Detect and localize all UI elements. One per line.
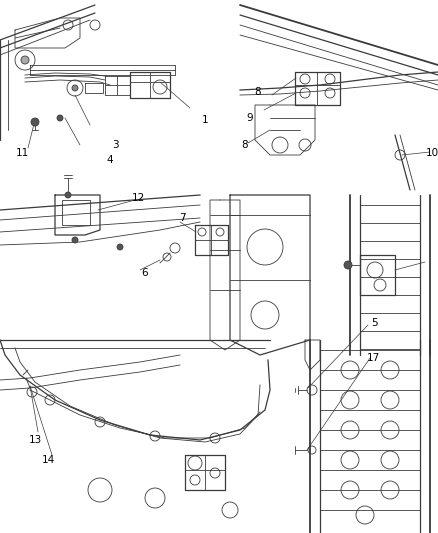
Text: 6: 6 bbox=[141, 268, 148, 278]
Text: 5: 5 bbox=[372, 318, 378, 328]
Circle shape bbox=[21, 56, 29, 64]
Circle shape bbox=[65, 192, 71, 198]
Text: 11: 11 bbox=[15, 148, 28, 158]
Text: 1: 1 bbox=[201, 115, 208, 125]
Text: 3: 3 bbox=[112, 140, 118, 150]
Text: 14: 14 bbox=[41, 455, 55, 465]
Circle shape bbox=[72, 85, 78, 91]
Text: 7: 7 bbox=[179, 213, 185, 223]
Bar bbox=[62, 200, 90, 225]
Text: 12: 12 bbox=[131, 193, 145, 203]
Text: 8: 8 bbox=[242, 140, 248, 150]
Circle shape bbox=[72, 237, 78, 243]
Text: 4: 4 bbox=[107, 155, 113, 165]
Circle shape bbox=[57, 115, 63, 121]
Circle shape bbox=[344, 261, 352, 269]
Circle shape bbox=[31, 118, 39, 126]
Text: 10: 10 bbox=[425, 148, 438, 158]
Text: 9: 9 bbox=[247, 113, 253, 123]
Text: 8: 8 bbox=[254, 87, 261, 97]
Circle shape bbox=[117, 244, 123, 250]
Text: 17: 17 bbox=[366, 353, 380, 363]
Text: 13: 13 bbox=[28, 435, 42, 445]
